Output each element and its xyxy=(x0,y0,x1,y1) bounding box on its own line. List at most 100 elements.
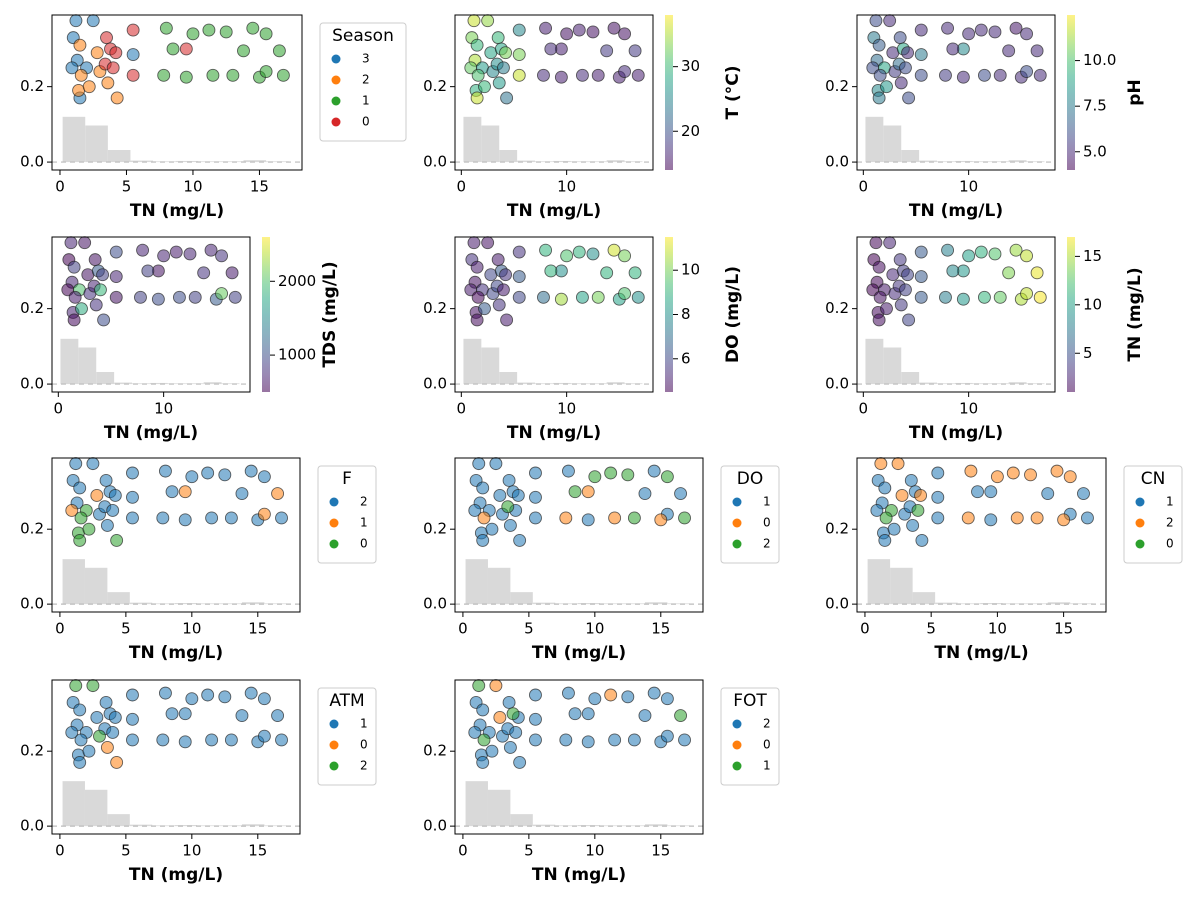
subplot: 0 10 0.0 0.2 TN (mg/L) 1000 2000 TDS (mg/L) xyxy=(20,236,340,443)
data-point xyxy=(874,457,888,471)
data-point xyxy=(568,707,582,721)
hist-bar xyxy=(487,789,511,827)
axes-frame xyxy=(454,457,704,613)
data-point xyxy=(166,42,180,56)
data-point xyxy=(178,735,192,749)
x-axis-label: TN (mg/L) xyxy=(507,423,601,443)
hist-bar xyxy=(167,383,186,385)
data-point xyxy=(489,679,503,693)
data-point xyxy=(496,61,510,75)
data-point xyxy=(74,511,88,525)
data-point xyxy=(931,466,945,480)
data-point xyxy=(1030,44,1044,58)
hist-bar xyxy=(510,814,533,827)
legend-marker xyxy=(329,497,339,507)
data-point xyxy=(158,464,172,478)
data-point xyxy=(491,31,505,45)
data-point xyxy=(472,679,486,693)
x-tick-label: 10 xyxy=(182,620,201,638)
data-point xyxy=(1024,468,1037,482)
legend-marker xyxy=(1135,518,1145,528)
data-point xyxy=(628,44,642,58)
colorbar xyxy=(665,15,673,170)
legend-label: 1 xyxy=(763,495,771,509)
y-tick-label: 0.2 xyxy=(423,77,447,95)
data-point xyxy=(608,733,622,747)
data-point xyxy=(512,270,526,284)
y-tick-label: 0.0 xyxy=(20,153,44,171)
hist-bar xyxy=(883,347,902,385)
hist-bar xyxy=(667,603,690,605)
data-point xyxy=(647,686,661,700)
data-point xyxy=(157,68,171,82)
data-point xyxy=(65,61,79,75)
data-point xyxy=(224,511,238,525)
x-tick-label: 0 xyxy=(54,400,64,418)
x-axis-label: TN (mg/L) xyxy=(507,201,601,221)
x-tick-label: 15 xyxy=(651,620,670,638)
y-tick-label: 0.0 xyxy=(423,153,447,171)
data-point xyxy=(93,729,106,743)
data-point xyxy=(586,25,600,39)
hist-bar xyxy=(901,372,920,385)
data-point xyxy=(100,518,114,532)
data-point xyxy=(674,709,688,723)
data-point xyxy=(914,48,928,62)
data-point xyxy=(476,533,490,547)
data-point xyxy=(870,504,884,517)
data-point xyxy=(478,302,491,316)
data-point xyxy=(513,533,527,547)
data-point xyxy=(1020,287,1034,301)
legend-box xyxy=(317,687,377,786)
x-tick-label: 15 xyxy=(1054,620,1073,638)
data-point xyxy=(481,14,495,28)
legend-label: 2 xyxy=(360,759,368,773)
colorbar-label: pH xyxy=(1125,79,1145,105)
data-point xyxy=(512,48,526,62)
data-point xyxy=(887,522,901,536)
axes-frame xyxy=(51,14,303,171)
y-tick-label: 0.0 xyxy=(423,595,447,613)
data-point xyxy=(608,511,622,525)
data-point xyxy=(156,511,170,525)
data-point xyxy=(880,302,893,316)
hist-bar xyxy=(481,125,500,163)
data-point xyxy=(275,511,288,525)
legend-label: 1 xyxy=(763,759,771,773)
y-tick-label: 0.0 xyxy=(825,153,849,171)
data-point xyxy=(901,46,915,60)
data-point xyxy=(1030,266,1044,280)
data-point xyxy=(165,707,179,721)
data-point xyxy=(100,31,113,45)
data-point xyxy=(879,511,893,525)
data-point xyxy=(931,511,945,525)
y-tick-label: 0.0 xyxy=(20,817,44,835)
data-point xyxy=(159,21,173,35)
data-point xyxy=(893,31,907,45)
axes-frame xyxy=(51,236,251,393)
data-point xyxy=(275,733,288,747)
subplot: 0 10 0.0 0.2 TN (mg/L) 5.0 7.5 10.0 pH xyxy=(825,14,1145,221)
data-point xyxy=(226,68,240,82)
data-point xyxy=(872,38,886,52)
data-point xyxy=(493,711,507,724)
hist-bar xyxy=(1008,382,1027,385)
hist-bar xyxy=(510,592,533,605)
data-point xyxy=(492,298,506,312)
data-point xyxy=(499,268,513,282)
colorbar-label: DO (mg/L) xyxy=(723,266,743,363)
data-point xyxy=(537,68,550,82)
data-point xyxy=(477,511,491,525)
hist-bar xyxy=(465,781,488,827)
hist-bar xyxy=(935,602,958,605)
data-point xyxy=(1006,466,1020,480)
hist-bar xyxy=(644,602,668,605)
data-point xyxy=(126,23,140,37)
hist-bar xyxy=(535,161,553,163)
axes-frame xyxy=(454,679,704,835)
hist-bar xyxy=(606,382,625,385)
data-point xyxy=(75,302,88,316)
data-point xyxy=(873,290,887,304)
data-point xyxy=(914,245,928,259)
data-point xyxy=(215,287,229,301)
